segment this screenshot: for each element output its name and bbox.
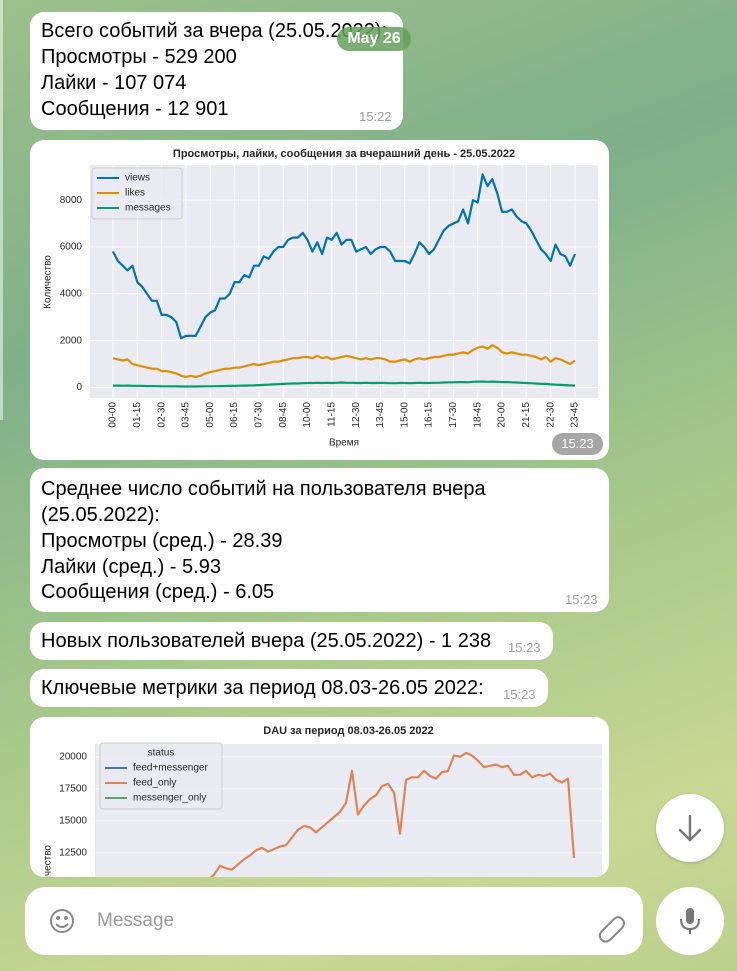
- x-tick-label: 01-15: [132, 402, 143, 428]
- x-axis-label: Время: [329, 438, 359, 449]
- message-composer[interactable]: Message: [25, 887, 643, 955]
- emoji-icon[interactable]: [50, 909, 74, 933]
- composer-icons: [50, 909, 625, 943]
- message-time: 15:23: [565, 592, 598, 607]
- message-line: Новых пользователей вчера (25.05.2022) -…: [41, 630, 492, 652]
- chart-message: DAU за период 08.03-26.05 2022 12500 15000…: [30, 717, 609, 877]
- legend-label: feed_only: [133, 778, 176, 789]
- series-line: [112, 173, 577, 340]
- y-axis-label: Количество: [43, 255, 54, 309]
- y-tick-label: 4000: [60, 288, 83, 299]
- x-tick-label: 11-15: [326, 402, 337, 427]
- x-tick-label: 16-15: [424, 402, 435, 428]
- y-tick-label: 20000: [59, 751, 87, 762]
- message-time: 15:23: [552, 433, 603, 455]
- x-tick-label: 07-30: [254, 402, 265, 428]
- x-tick-label: 13-45: [375, 402, 386, 428]
- message-line: Сообщения (сред.) - 6.05: [41, 581, 275, 603]
- scroll-down-button[interactable]: [656, 794, 724, 862]
- x-tick-label: 18-45: [472, 402, 483, 428]
- arrow-down-icon: [678, 814, 702, 842]
- x-tick-label: 00-00: [108, 402, 119, 428]
- legend-label: messages: [125, 203, 171, 214]
- x-tick-label: 10-00: [302, 402, 313, 428]
- legend-label: views: [125, 173, 150, 184]
- message: Ключевые метрики за период 08.03-26.05 2…: [30, 669, 548, 707]
- y-tick-label: 2000: [60, 335, 83, 346]
- x-tick-label: 12-30: [351, 402, 362, 428]
- x-tick-label: 17-30: [448, 402, 459, 428]
- message-line: Ключевые метрики за период 08.03-26.05 2…: [41, 677, 484, 699]
- legend-label: messenger_only: [133, 793, 206, 804]
- scrollbar: [0, 0, 3, 420]
- x-tick-label: 03-45: [181, 402, 192, 428]
- y-tick-label: 17500: [59, 783, 87, 794]
- legend-label: likes: [125, 188, 145, 199]
- message-line: Просмотры - 529 200: [41, 46, 237, 68]
- message-time: 15:22: [359, 109, 392, 124]
- legend-title: status: [148, 748, 175, 759]
- y-tick-label: 15000: [59, 816, 87, 827]
- message-line: Всего событий за вчера (25.05.2022):: [41, 20, 388, 42]
- series-line: [113, 380, 576, 388]
- y-tick-label: 8000: [60, 195, 83, 206]
- date-badge: May 26: [337, 27, 411, 51]
- series-line: [209, 751, 576, 877]
- legend-box: [91, 167, 183, 220]
- legend-label: feed+messenger: [133, 763, 208, 774]
- message: Новых пользователей вчера (25.05.2022) -…: [30, 622, 553, 660]
- x-tick-label: 22-30: [545, 402, 556, 428]
- x-tick-label: 02-30: [156, 402, 167, 428]
- y-axis-label: Количество: [43, 845, 54, 877]
- y-tick-label: 12500: [59, 848, 87, 859]
- message-line: Среднее число событий на пользователя вч…: [41, 478, 486, 500]
- y-tick-label: 6000: [60, 242, 83, 253]
- message-line: Лайки - 107 074: [41, 72, 187, 94]
- x-tick-label: 08-45: [278, 402, 289, 428]
- chart-title: Просмотры, лайки, сообщения за вчерашний…: [173, 148, 515, 160]
- chart: Просмотры, лайки, сообщения за вчерашний…: [43, 148, 598, 449]
- y-tick-label: 0: [76, 382, 82, 393]
- x-tick-label: 21-15: [521, 402, 532, 428]
- attach-icon[interactable]: [598, 916, 625, 943]
- message-line: Просмотры (сред.) - 28.39: [41, 530, 283, 552]
- x-tick-label: 23-45: [570, 402, 581, 428]
- message-line: (25.05.2022):: [41, 504, 160, 526]
- mic-icon: [680, 908, 700, 934]
- message-time: 15:23: [503, 687, 536, 702]
- composer-placeholder: Message: [97, 910, 175, 931]
- chart-title: DAU за период 08.03-26.05 2022: [263, 725, 433, 737]
- legend-box: [99, 742, 223, 810]
- message-time: 15:23: [508, 640, 541, 655]
- chart-message: Просмотры, лайки, сообщения за вчерашний…: [30, 140, 609, 460]
- chart: DAU за период 08.03-26.05 2022 12500 15000…: [43, 725, 602, 877]
- x-tick-label: 20-00: [497, 402, 508, 428]
- message-line: Лайки (сред.) - 5.93: [41, 556, 221, 578]
- series-line: [112, 344, 576, 378]
- message-line: Сообщения - 12 901: [41, 98, 229, 120]
- x-tick-label: 05-00: [205, 402, 216, 428]
- x-tick-label: 06-15: [229, 402, 240, 428]
- x-tick-label: 15-00: [399, 402, 410, 428]
- mic-button[interactable]: [656, 887, 724, 955]
- message: Среднее число событий на пользователя вч…: [30, 468, 609, 612]
